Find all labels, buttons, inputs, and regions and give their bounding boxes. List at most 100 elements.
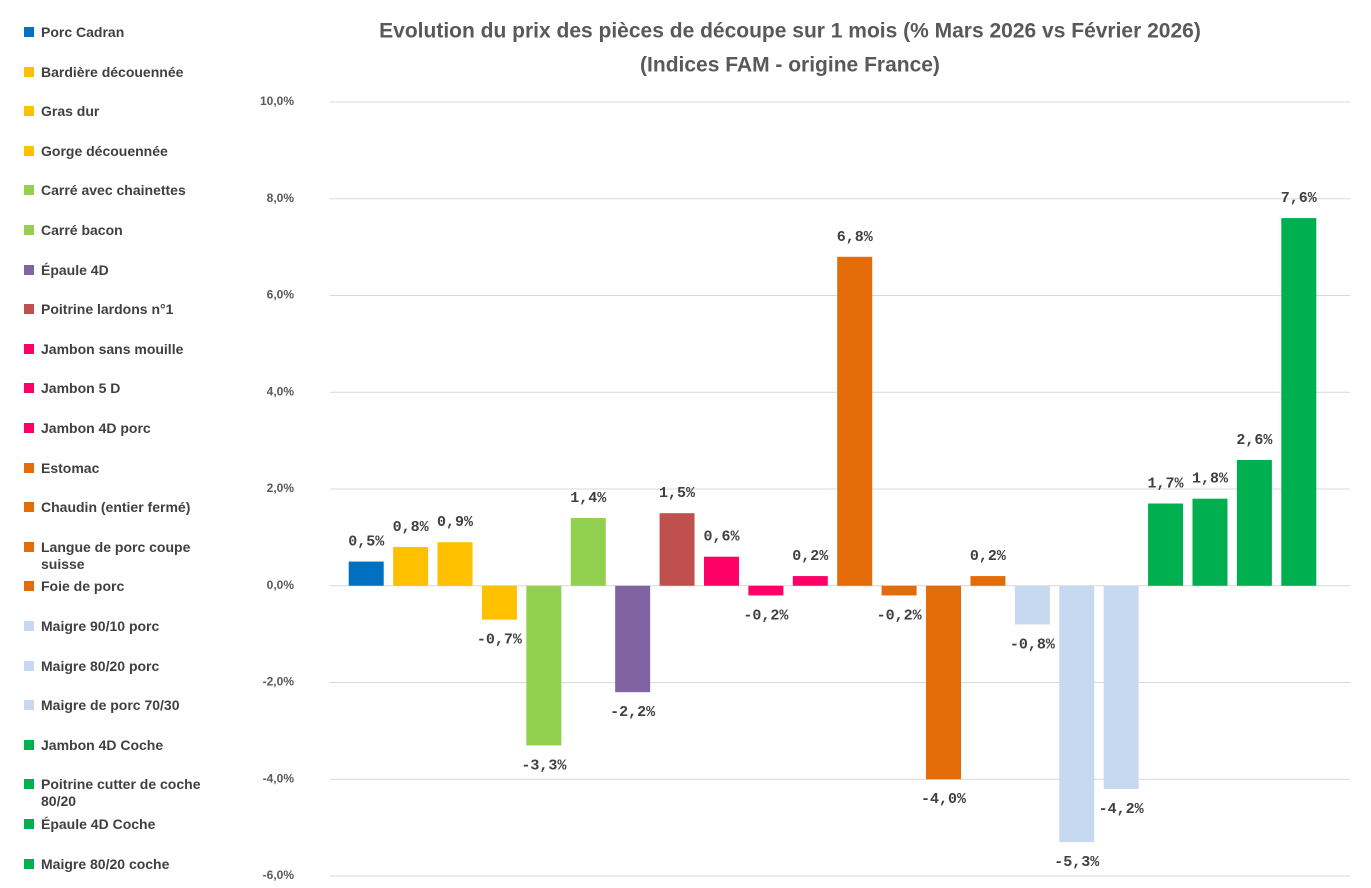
data-label: 0,6% [703,529,740,546]
legend-item: Maigre de porc 70/30 [24,697,224,714]
legend-item: Porc Cadran [24,24,224,41]
data-label: 1,8% [1192,471,1229,488]
bar [615,585,651,693]
legend-item: Carré bacon [24,222,224,239]
legend-item: Jambon sans mouille [24,341,224,358]
y-tick-label: 10,0% [260,94,294,108]
legend-label: Estomac [41,459,100,476]
y-tick-label: 4,0% [267,384,295,398]
y-tick-label: 6,0% [267,288,295,302]
legend-swatch [24,581,34,592]
legend-label: Poitrine cutter de coche 80/20 [41,776,201,810]
data-label: 0,2% [970,548,1007,565]
legend-swatch [24,700,34,711]
data-label: 1,5% [659,485,696,502]
data-label: -5,3% [1054,854,1100,871]
legend-label: Épaule 4D Coche [41,816,156,832]
legend-swatch [24,819,34,829]
legend-item: Bardière découennée [24,64,224,81]
legend-swatch [24,185,34,196]
legend-swatch [24,858,34,869]
data-label: 0,2% [792,548,829,565]
y-tick-label: 0,0% [267,578,295,592]
bar [1236,459,1272,586]
bar [481,585,517,620]
bar [1192,498,1228,586]
legend-label: Maigre 80/20 coche [41,855,170,872]
data-label: -0,7% [477,632,523,649]
legend-item: Jambon 5 D [24,380,224,397]
y-tick-label: -4,0% [263,771,295,785]
bar [837,256,873,586]
legend-label: Maigre 90/10 porc [41,618,160,634]
y-tick-label: 8,0% [267,191,295,205]
legend-label: Maigre 80/20 porc [41,657,160,674]
legend-item: Jambon 4D porc [24,420,224,437]
legend-swatch [24,383,34,394]
bar [393,547,429,586]
bar [570,518,606,586]
legend-swatch [24,423,34,433]
legend-swatch [24,225,34,235]
legend-label: Carré bacon [41,222,123,238]
legend-swatch [24,264,34,275]
legend-label: Langue de porc coupe suisse [41,538,191,572]
bar [348,561,384,586]
legend-item: Épaule 4D [24,262,224,279]
legend-swatch [24,621,34,631]
y-tick-label: -2,0% [263,675,295,689]
bar [792,576,828,586]
legend-swatch [24,739,34,750]
bar [1059,585,1095,843]
legend-swatch [24,145,34,156]
data-label: -4,0% [921,791,967,808]
bar [526,585,562,746]
legend-item: Jambon 4D Coche [24,737,224,754]
legend-item: Poitrine lardons n°1 [24,301,224,318]
data-label: 0,8% [393,519,430,536]
legend-swatch [24,27,34,37]
legend-label: Foie de porc [41,578,125,595]
data-label: -2,2% [610,704,656,721]
y-tick-label: -6,0% [263,868,295,882]
legend-swatch [24,66,34,77]
legend-item: Maigre 80/20 porc [24,658,224,675]
data-label: 0,9% [437,514,474,531]
legend-item: Langue de porc coupe suisse [24,539,224,573]
legend-label: Épaule 4D [41,261,109,278]
chart-title: Evolution du prix des pièces de découpe … [379,20,1201,43]
legend-label: Bardière découennée [41,63,184,80]
data-label: 1,7% [1148,475,1185,492]
data-label: 6,8% [837,229,874,246]
legend-label: Jambon 5 D [41,380,121,397]
legend-item: Maigre 90/10 porc [24,618,224,635]
bar [1281,218,1317,586]
data-label: -3,3% [521,757,567,774]
legend-swatch [24,304,34,315]
legend-swatch [24,660,34,671]
legend-swatch [24,502,34,513]
legend-swatch [24,779,34,790]
legend-item: Gras dur [24,103,224,120]
legend-swatch [24,343,34,354]
bar [1014,585,1050,625]
data-label: 0,5% [348,534,385,551]
legend-swatch [24,106,34,117]
legend-label: Gorge découennée [41,142,168,159]
legend-label: Poitrine lardons n°1 [41,301,174,318]
legend-item: Maigre 80/20 coche [24,856,224,873]
legend-label: Gras dur [41,103,100,120]
legend-item: Gorge découennée [24,143,224,160]
bar [881,585,917,596]
legend-label: Maigre de porc 70/30 [41,697,180,714]
data-label: -0,2% [743,607,789,624]
legend-item: Estomac [24,460,224,477]
data-label: -0,2% [877,607,923,624]
legend-item: Chaudin (entier fermé) [24,499,224,516]
legend-item: Poitrine cutter de coche 80/20 [24,776,224,810]
y-tick-label: 2,0% [267,481,295,495]
legend-label: Jambon sans mouille [41,340,184,357]
data-label: 1,4% [570,490,607,507]
